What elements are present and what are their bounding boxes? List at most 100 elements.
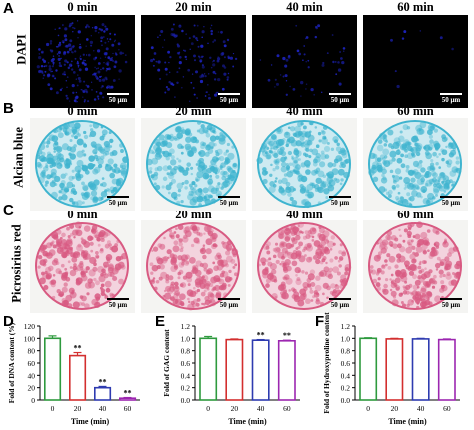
y-tick-label: 40 [28,371,36,380]
scale-bar: 50 μm [440,298,462,309]
scale-bar-label: 50 μm [330,96,350,104]
row-label-picrosirius-red: Picrosirius red [9,224,24,303]
scale-bar-line [329,93,351,95]
scale-bar-label: 50 μm [108,96,128,104]
time-header-a-0: 0 min [67,0,98,14]
y-tick-label: 1.2 [181,322,191,331]
scale-bar-label: 50 μm [219,96,239,104]
y-tick-label: 1.0 [341,334,351,343]
panel-letter-e: E [155,313,166,330]
scale-bar-line [218,298,240,300]
y-tick-label: 0.6 [181,359,191,368]
y-tick-label: 0.8 [341,347,351,356]
x-axis-label: Time (min) [228,417,267,426]
micrograph-dapi-2: 50 μm [252,15,357,108]
micrograph-picro-3: 50 μm [363,220,468,313]
chart-gag-content: 0.0 0.2 0.4 0.6 0.8 1.0 1.2 Fold of GAG content… [155,318,305,430]
scale-bar-label: 50 μm [219,301,239,309]
micrograph-dapi-0: 50 μm [30,15,135,108]
scale-bar-line [440,196,462,198]
scale-bar: 50 μm [440,93,462,104]
y-axis-label: Fold of Hydroxyproline content [322,312,331,414]
y-tick-label: 1.2 [341,322,351,331]
time-header-a-60: 60 min [397,0,434,14]
time-header-a-20: 20 min [175,0,212,14]
y-tick-label: 80 [28,347,36,356]
bar [385,338,404,401]
x-tick-label: 40 [417,404,425,413]
scale-bar-label: 50 μm [441,96,461,104]
micrograph-picro-2: 50 μm [252,220,357,313]
scale-bar-line [107,93,129,95]
y-tick-label: 0.0 [341,396,351,405]
scale-bar: 50 μm [440,196,462,207]
time-header-a-40: 40 min [286,0,323,14]
scale-bar: 50 μm [107,298,129,309]
bar [437,338,456,401]
y-tick-label: 100 [24,334,36,343]
scale-bar-label: 50 μm [441,199,461,207]
x-tick-label: 0 [206,404,210,413]
micrograph-alcian-1: 50 μm [141,118,246,211]
significance-mark: ** [257,331,265,340]
y-tick-label: 0 [31,396,35,405]
bar [251,339,270,401]
y-tick-label: 1.0 [181,334,191,343]
panel-letter-f: F [315,313,325,330]
significance-mark: ** [124,389,132,398]
bar [94,386,112,401]
scale-bar: 50 μm [107,93,129,104]
y-tick-label: 0.2 [341,384,351,393]
bar [199,337,218,401]
significance-mark: ** [74,344,82,353]
significance-mark: ** [99,377,107,386]
x-tick-label: 20 [74,404,82,413]
x-tick-label: 0 [366,404,370,413]
y-tick-label: 20 [28,384,36,393]
x-tick-label: 20 [231,404,239,413]
scale-bar: 50 μm [329,93,351,104]
x-tick-label: 60 [283,404,291,413]
micrograph-picro-1: 50 μm [141,220,246,313]
panel-letter-d: D [3,313,14,330]
x-axis-label: Time (min) [71,417,110,426]
y-tick-label: 120 [24,322,36,331]
scale-bar-label: 50 μm [330,199,350,207]
scale-bar: 50 μm [329,298,351,309]
scale-bar: 50 μm [329,196,351,207]
chart-dna-content: 0 20 40 60 80 100 120 Fold of DNA content (%) 0 *… [0,318,150,430]
y-tick-label: 0.6 [341,359,351,368]
bar [225,338,244,401]
x-tick-label: 40 [99,404,107,413]
x-tick-label: 40 [257,404,265,413]
scale-bar-line [329,298,351,300]
significance-mark: ** [283,331,291,340]
x-tick-label: 60 [124,404,132,413]
bar [277,339,296,401]
y-tick-label: 0.8 [181,347,191,356]
bar [43,337,62,401]
micrograph-picro-0: 50 μm [30,220,135,313]
scale-bar-label: 50 μm [219,199,239,207]
scale-bar-label: 50 μm [330,301,350,309]
micrograph-dapi-1: 50 μm [141,15,246,108]
y-tick-label: 0.4 [341,371,351,380]
scale-bar-line [218,93,240,95]
scale-bar-line [107,196,129,198]
scale-bar: 50 μm [218,93,240,104]
scale-bar: 50 μm [218,196,240,207]
scale-bar-line [218,196,240,198]
y-axis-label: Fold of DNA content (%) [7,322,16,403]
panel-letter-b: B [3,100,14,117]
row-label-alcian-blue: Alcian blue [11,127,26,188]
y-tick-label: 0.0 [181,396,191,405]
bar [359,337,378,401]
bar [69,354,87,401]
scale-bar-line [329,196,351,198]
micrograph-alcian-0: 50 μm [30,118,135,211]
chart-hydroxyproline-content: 0.0 0.2 0.4 0.6 0.8 1.0 1.2 Fold of Hydroxyprol… [315,312,465,430]
micrograph-alcian-3: 50 μm [363,118,468,211]
y-axis-label: Fold of GAG content [162,329,171,397]
x-axis-label: Time (min) [388,417,427,426]
panel-letter-c: C [3,202,14,219]
